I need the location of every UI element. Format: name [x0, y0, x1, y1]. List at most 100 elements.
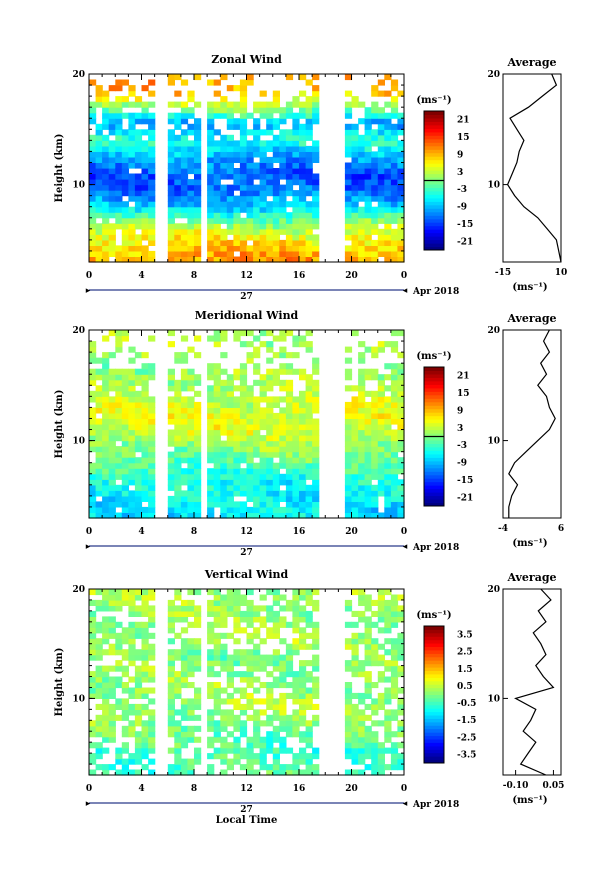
heatmap-cell: [174, 758, 182, 765]
heatmap-cell: [207, 501, 215, 508]
heatmap-cell: [141, 764, 149, 771]
heatmap-cell: [358, 407, 366, 414]
heatmap-cell: [226, 698, 234, 705]
heatmap-cell: [174, 676, 182, 683]
heatmap-cell: [148, 709, 156, 716]
heatmap-cell: [377, 140, 385, 147]
heatmap-cell: [115, 676, 123, 683]
heatmap-cell: [233, 589, 241, 596]
heatmap-cell: [102, 589, 110, 596]
heatmap-cell: [180, 473, 189, 480]
heatmap-cell: [115, 162, 123, 169]
heatmap-cell: [141, 451, 149, 458]
colorbar-tick-label: 3: [457, 168, 463, 178]
heatmap-cell: [285, 184, 294, 191]
heatmap-cell: [371, 764, 379, 771]
heatmap-cell: [358, 736, 366, 743]
heatmap-cell: [148, 621, 156, 628]
heatmap-cell: [213, 223, 221, 230]
heatmap-cell: [384, 424, 392, 431]
heatmap-cell: [207, 692, 215, 699]
heatmap-cell: [134, 589, 143, 596]
heatmap-cell: [108, 599, 116, 606]
heatmap-cell: [253, 195, 261, 202]
heatmap-cell: [266, 747, 274, 754]
heatmap-cell: [89, 627, 97, 634]
heatmap-cell: [259, 341, 267, 348]
heatmap-cell: [285, 74, 294, 81]
heatmap-cell: [102, 90, 110, 97]
heatmap-cell: [292, 457, 300, 464]
colorbar-segment: [424, 159, 444, 164]
heatmap-cell: [207, 385, 215, 392]
heatmap-cell: [194, 74, 202, 81]
heatmap-cell: [180, 435, 189, 442]
heatmap-cell: [312, 118, 320, 125]
heatmap-cell: [239, 85, 248, 92]
heatmap-cell: [397, 753, 405, 760]
heatmap-cell: [121, 495, 129, 502]
heatmap-cell: [397, 594, 405, 601]
heatmap-cell: [95, 506, 103, 513]
heatmap-cell: [279, 250, 287, 257]
heatmap-cell: [194, 256, 202, 263]
heatmap-cell: [174, 512, 182, 519]
heatmap-cell: [187, 396, 195, 403]
heatmap-cell: [390, 692, 399, 699]
heatmap-cell: [233, 107, 241, 114]
heatmap-cell: [299, 632, 307, 639]
heatmap-cell: [207, 107, 215, 114]
heatmap-cell: [377, 341, 385, 348]
heatmap-cell: [115, 112, 123, 119]
heatmap-cell: [390, 758, 399, 765]
heatmap-cell: [384, 245, 392, 252]
heatmap-cell: [213, 643, 221, 650]
heatmap-cell: [220, 643, 228, 650]
heatmap-cell: [134, 217, 143, 224]
heatmap-cell: [95, 512, 103, 519]
heatmap-cell: [371, 85, 379, 92]
heatmap-cell: [121, 162, 129, 169]
heatmap-cell: [384, 217, 392, 224]
colorbar-segment: [424, 419, 444, 424]
heatmap-cell: [213, 112, 221, 119]
heatmap-cell: [180, 195, 189, 202]
heatmap-cell: [207, 736, 215, 743]
heatmap-cell: [233, 145, 241, 152]
average-x-axis-label: (ms⁻¹): [512, 795, 547, 806]
colorbar-segment: [424, 436, 444, 441]
heatmap-cell: [134, 129, 143, 136]
heatmap-cell: [220, 605, 228, 612]
heatmap-cell: [226, 201, 234, 208]
heatmap-cell: [134, 495, 143, 502]
heatmap-cell: [397, 687, 405, 694]
heatmap-cell: [344, 201, 353, 208]
heatmap-cell: [180, 379, 189, 386]
heatmap-cell: [89, 107, 97, 114]
heatmap-cell: [95, 731, 103, 738]
heatmap-cell: [384, 156, 392, 163]
heatmap-cell: [213, 709, 221, 716]
heatmap-cell: [102, 407, 110, 414]
heatmap-cell: [180, 429, 189, 436]
heatmap-cell: [115, 206, 123, 213]
heatmap-cell: [89, 145, 97, 152]
heatmap-cell: [397, 412, 405, 419]
heatmap-cell: [285, 446, 294, 453]
heatmap-cell: [305, 616, 313, 623]
heatmap-cell: [285, 605, 294, 612]
heatmap-cell: [259, 484, 267, 491]
heatmap-cell: [134, 390, 143, 397]
heatmap-cell: [344, 346, 353, 353]
heatmap-cell: [121, 638, 129, 645]
heatmap-cell: [148, 173, 156, 180]
heatmap-cell: [299, 145, 307, 152]
heatmap-cell: [187, 212, 195, 219]
heatmap-cell: [108, 714, 116, 721]
heatmap-cell: [358, 385, 366, 392]
heatmap-cell: [108, 228, 116, 235]
heatmap-cell: [377, 747, 385, 754]
heatmap-cell: [312, 440, 320, 447]
heatmap-cell: [220, 501, 228, 508]
heatmap-cell: [305, 671, 313, 678]
